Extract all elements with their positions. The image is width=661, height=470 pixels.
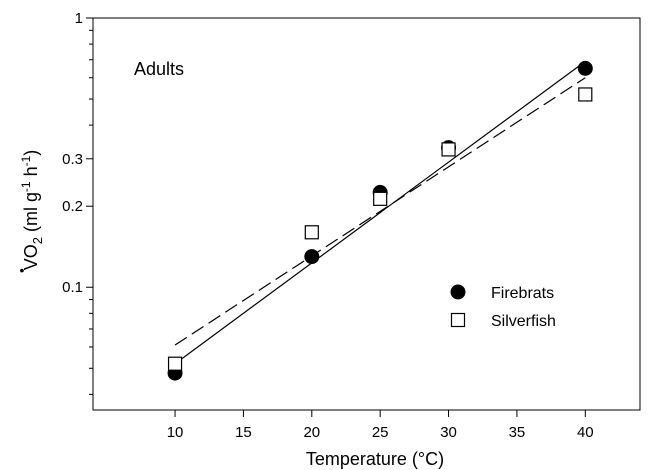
- plot-area-frame: [92, 17, 641, 411]
- legend: Firebrats Silverfish: [450, 284, 556, 330]
- y-axis-label-subscript: 2: [30, 237, 45, 244]
- y-axis-ticks: 0.1 0.2 0.3 1: [62, 10, 93, 395]
- y-axis-label-superscript-1: -1: [19, 181, 33, 192]
- x-tick-label: 10: [167, 424, 184, 441]
- silverfish-point: [167, 356, 183, 371]
- firebrats-fit-line: [174, 60, 586, 365]
- y-tick-label: 0.1: [62, 279, 83, 296]
- y-axis-label-main: VO: [21, 244, 41, 270]
- firebrats-point: [304, 249, 320, 265]
- legend-firebrats-label: Firebrats: [491, 285, 554, 302]
- x-tick-label: 40: [577, 424, 594, 441]
- silverfish-point: [578, 87, 593, 102]
- y-axis-label-superscript-2: -1: [19, 155, 33, 166]
- y-axis-label: VO2 (ml g-1 h-1): [19, 150, 45, 271]
- y-axis-label-overdot: •: [20, 262, 25, 278]
- y-axis-label-units-open: (ml g: [21, 192, 41, 237]
- legend-silverfish-marker: [450, 312, 466, 328]
- x-tick-label: 25: [372, 424, 389, 441]
- panel-annotation: Adults: [134, 59, 184, 79]
- silverfish-point: [441, 142, 456, 157]
- x-axis-label: Temperature (°C): [306, 449, 444, 469]
- legend-silverfish-label: Silverfish: [491, 313, 556, 330]
- y-tick-label: 1: [75, 10, 83, 27]
- silverfish-fit-line: [174, 77, 586, 346]
- x-tick-label: 20: [303, 424, 320, 441]
- x-axis-ticks: 10 15 20 25 30 35 40: [167, 410, 594, 441]
- data-points: [167, 60, 593, 381]
- x-tick-label: 15: [235, 424, 252, 441]
- y-axis-label-units-close: ): [21, 150, 41, 156]
- x-tick-label: 30: [440, 424, 457, 441]
- y-axis-label-units-mid: h: [21, 166, 41, 181]
- silverfish-point: [373, 191, 388, 206]
- regression-lines: [174, 60, 586, 365]
- legend-firebrats-marker: [450, 284, 466, 300]
- firebrats-point: [577, 60, 593, 76]
- silverfish-point: [304, 225, 319, 240]
- x-tick-label: 35: [509, 424, 526, 441]
- y-tick-label: 0.2: [62, 198, 83, 215]
- y-tick-label: 0.3: [62, 151, 83, 168]
